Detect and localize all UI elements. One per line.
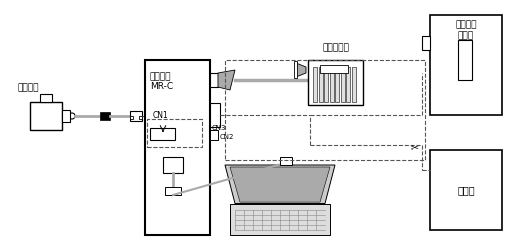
Polygon shape bbox=[230, 167, 330, 202]
FancyBboxPatch shape bbox=[100, 112, 110, 120]
Text: 조작반: 조작반 bbox=[457, 185, 475, 195]
FancyBboxPatch shape bbox=[320, 65, 348, 73]
FancyBboxPatch shape bbox=[346, 67, 350, 102]
FancyBboxPatch shape bbox=[139, 116, 142, 119]
Circle shape bbox=[69, 113, 75, 119]
FancyBboxPatch shape bbox=[210, 103, 220, 127]
Polygon shape bbox=[225, 165, 335, 204]
FancyBboxPatch shape bbox=[130, 111, 142, 121]
FancyBboxPatch shape bbox=[294, 61, 297, 78]
FancyBboxPatch shape bbox=[210, 73, 218, 87]
FancyBboxPatch shape bbox=[280, 157, 292, 165]
FancyBboxPatch shape bbox=[130, 116, 133, 119]
FancyBboxPatch shape bbox=[30, 102, 62, 130]
Text: MR-C: MR-C bbox=[150, 82, 173, 91]
FancyBboxPatch shape bbox=[150, 128, 175, 140]
Text: 서보엠프: 서보엠프 bbox=[150, 72, 171, 81]
Polygon shape bbox=[296, 63, 306, 77]
FancyBboxPatch shape bbox=[319, 67, 323, 102]
Text: 서보모터: 서보모터 bbox=[18, 83, 39, 92]
FancyBboxPatch shape bbox=[40, 94, 52, 102]
FancyBboxPatch shape bbox=[340, 67, 344, 102]
FancyBboxPatch shape bbox=[210, 130, 218, 140]
Text: CN2: CN2 bbox=[220, 134, 234, 140]
Text: CN3: CN3 bbox=[212, 125, 226, 131]
FancyBboxPatch shape bbox=[62, 110, 70, 122]
FancyBboxPatch shape bbox=[308, 60, 363, 105]
FancyBboxPatch shape bbox=[430, 15, 502, 115]
FancyBboxPatch shape bbox=[230, 204, 330, 235]
FancyBboxPatch shape bbox=[324, 67, 328, 102]
FancyBboxPatch shape bbox=[313, 67, 317, 102]
FancyBboxPatch shape bbox=[335, 67, 339, 102]
FancyBboxPatch shape bbox=[163, 157, 183, 173]
FancyBboxPatch shape bbox=[352, 67, 355, 102]
Text: ✂: ✂ bbox=[411, 142, 419, 152]
FancyBboxPatch shape bbox=[458, 40, 472, 80]
FancyBboxPatch shape bbox=[329, 67, 334, 102]
FancyBboxPatch shape bbox=[422, 36, 430, 50]
FancyBboxPatch shape bbox=[145, 60, 210, 235]
Polygon shape bbox=[218, 70, 235, 90]
FancyBboxPatch shape bbox=[165, 187, 181, 195]
Text: CN1: CN1 bbox=[153, 110, 169, 120]
Text: 중계단자대: 중계단자대 bbox=[322, 43, 349, 52]
Text: 위치결정: 위치결정 bbox=[455, 20, 477, 29]
FancyBboxPatch shape bbox=[430, 150, 502, 230]
Text: 유니트: 유니트 bbox=[458, 31, 474, 40]
